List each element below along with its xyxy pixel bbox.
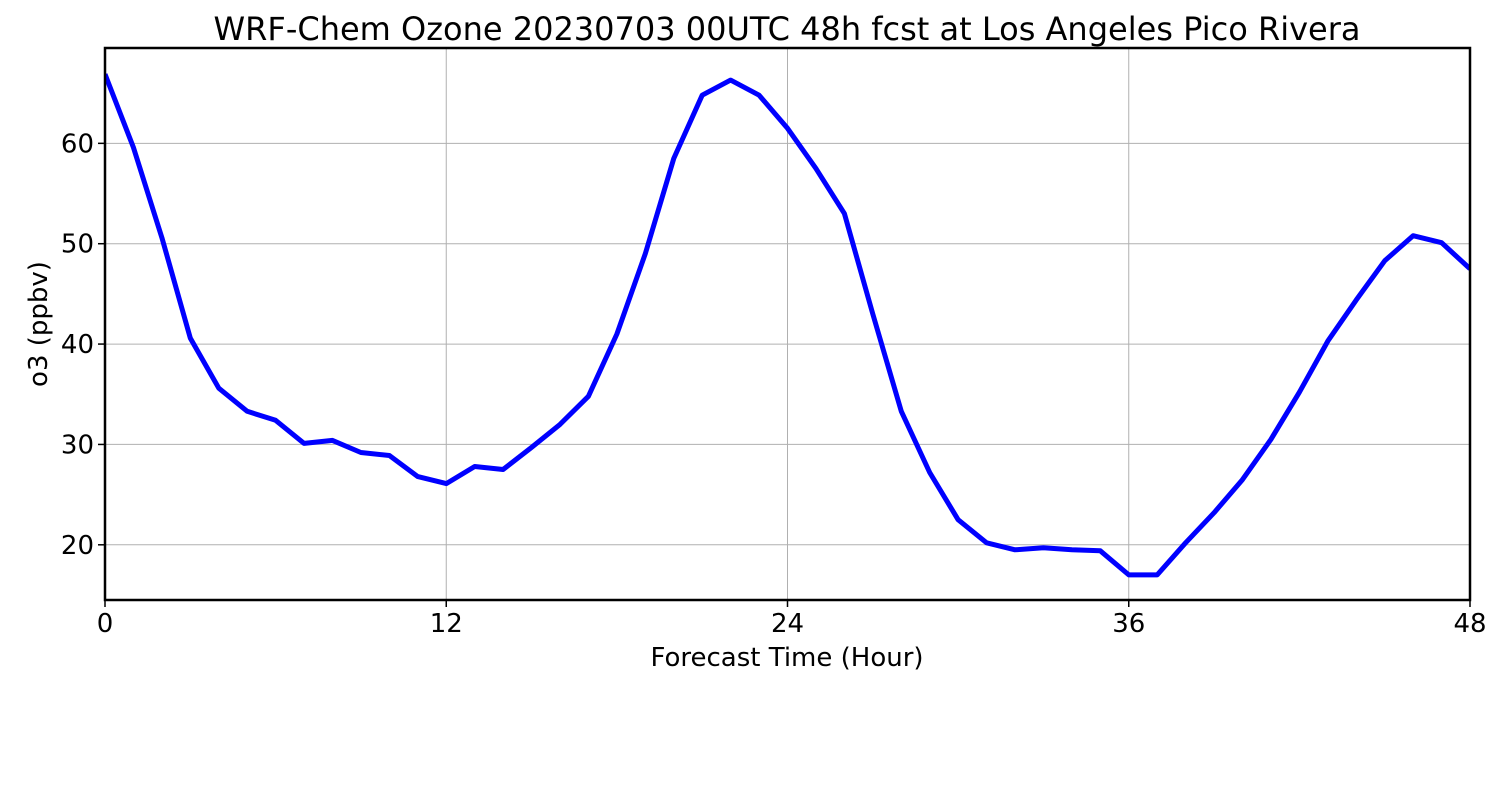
series-line-0 bbox=[105, 73, 1470, 578]
y-tick-label: 50 bbox=[61, 230, 94, 260]
x-tick-label: 48 bbox=[1453, 609, 1486, 639]
series-layer bbox=[105, 73, 1470, 578]
axis-ticks: 0 12 24 36 48 20 30 40 50 60 bbox=[61, 129, 1487, 639]
x-tick-label: 12 bbox=[430, 609, 463, 639]
y-tick-label: 60 bbox=[61, 129, 94, 159]
x-axis-label: Forecast Time (Hour) bbox=[650, 643, 923, 673]
y-tick-label: 20 bbox=[61, 531, 94, 561]
y-tick-label: 30 bbox=[61, 430, 94, 460]
x-tick-label: 36 bbox=[1112, 609, 1145, 639]
y-axis-label: o3 (ppbv) bbox=[24, 261, 54, 387]
x-tick-label: 24 bbox=[771, 609, 804, 639]
chart-title: WRF-Chem Ozone 20230703 00UTC 48h fcst a… bbox=[214, 10, 1361, 48]
x-tick-label: 0 bbox=[97, 609, 114, 639]
y-tick-label: 40 bbox=[61, 330, 94, 360]
